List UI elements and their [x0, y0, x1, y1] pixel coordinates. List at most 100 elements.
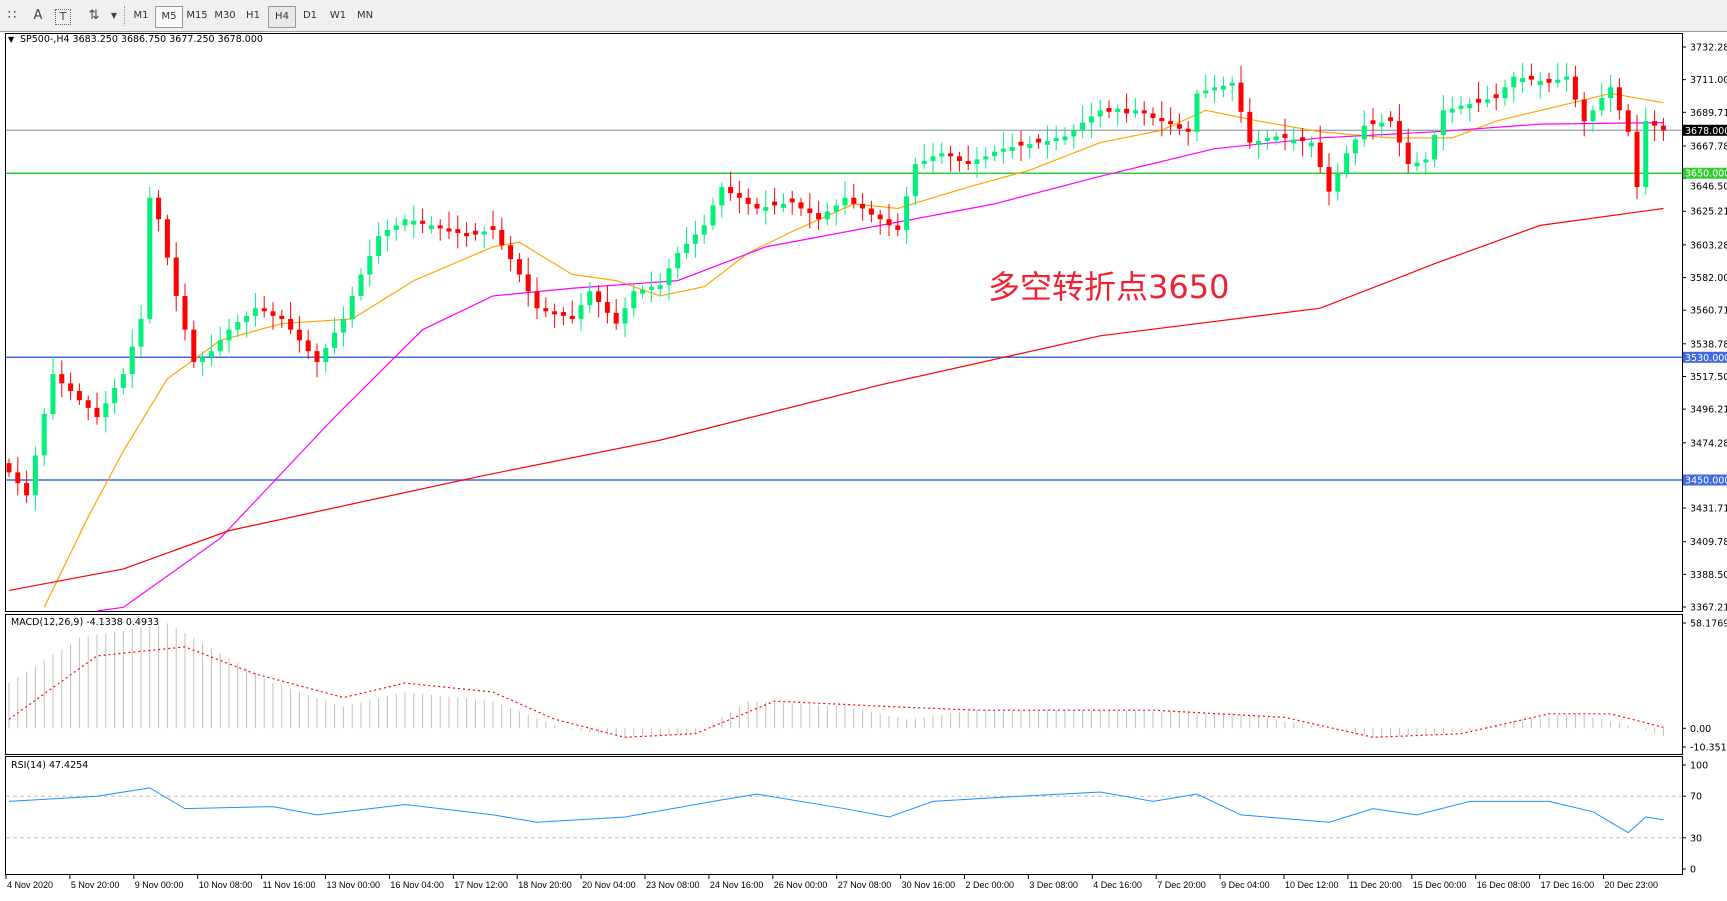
candle — [428, 216, 434, 234]
candle-body — [824, 211, 830, 220]
candle-body — [745, 197, 751, 204]
candle-body — [789, 198, 795, 203]
time-axis-label: 16 Nov 04:00 — [390, 880, 444, 890]
candle — [904, 187, 910, 244]
macd-label: MACD(12,26,9) -4.1338 0.4933 — [11, 617, 159, 628]
candle — [332, 317, 338, 355]
moving-average-fast — [43, 92, 1664, 608]
timeframe-m15[interactable]: M15 — [186, 10, 208, 21]
macd-panel-frame — [5, 614, 1683, 755]
time-axis-label: 9 Nov 00:00 — [135, 880, 184, 890]
candle — [314, 343, 320, 378]
candle — [1141, 101, 1147, 126]
candle — [50, 357, 56, 421]
candle — [772, 187, 778, 215]
candle — [956, 151, 962, 172]
candle-body — [384, 229, 390, 237]
candle — [543, 297, 549, 318]
candle-body — [543, 308, 549, 312]
toolbar-separator — [124, 6, 127, 26]
candle — [6, 458, 12, 477]
candle-body — [472, 230, 478, 235]
candle-body — [1000, 148, 1006, 152]
candle — [939, 142, 945, 165]
candle — [657, 272, 663, 297]
candle — [868, 200, 874, 223]
candle-body — [367, 256, 373, 275]
timeframe-d1[interactable]: D1 — [302, 10, 318, 21]
timeframe-w1[interactable]: W1 — [329, 10, 347, 21]
candle — [1660, 117, 1666, 142]
candle-body — [376, 236, 382, 257]
timeframe-m5[interactable]: M5 — [155, 6, 183, 28]
time-axis-label: 7 Dec 20:00 — [1157, 880, 1206, 890]
candle-body — [32, 455, 38, 496]
grid-icon[interactable]: ∷ — [7, 8, 17, 23]
chevron-down-icon[interactable]: ▼ — [110, 11, 118, 20]
timeframe-h4[interactable]: H4 — [268, 6, 296, 28]
collapse-triangle-icon[interactable]: ▼ — [8, 35, 15, 44]
candle — [1493, 83, 1499, 111]
arrows-icon[interactable]: ⇅ — [88, 8, 100, 23]
candle-body — [1361, 125, 1367, 140]
candle — [138, 305, 144, 356]
candle-body — [710, 205, 716, 226]
timeframe-m1[interactable]: M1 — [133, 10, 149, 21]
candle-body — [736, 193, 742, 198]
candle-body — [420, 220, 426, 224]
text-icon[interactable]: A — [33, 8, 43, 23]
candle-body — [1009, 147, 1015, 151]
candle — [1440, 94, 1446, 151]
candle — [763, 190, 769, 225]
candle — [728, 171, 734, 201]
rsi-panel-frame — [5, 756, 1683, 875]
candle — [305, 329, 311, 359]
main-panel-frame — [5, 33, 1683, 612]
candle — [1476, 81, 1482, 112]
candle — [525, 257, 531, 307]
candle-body — [164, 219, 170, 258]
macd-axis-label: 58.1769 — [1690, 619, 1727, 630]
candle — [1000, 131, 1006, 165]
candle-body — [1520, 78, 1526, 82]
candle-body — [1282, 134, 1288, 138]
candle-body — [1247, 111, 1253, 143]
candle — [1361, 110, 1367, 148]
chart-area[interactable]: 3732.285 3711.000 3689.715 3667.785 3646.500… — [0, 31, 1727, 901]
candle — [1379, 113, 1385, 138]
candle-body — [587, 291, 593, 306]
candle — [833, 199, 839, 226]
candle-body — [1203, 90, 1209, 94]
candle — [1467, 98, 1473, 122]
candle-body — [252, 308, 258, 316]
candle-body — [1080, 122, 1086, 131]
price-axis-label: 3732.285 — [1690, 43, 1727, 54]
candle — [270, 302, 276, 330]
candle-body — [912, 164, 918, 197]
candle-body — [684, 243, 690, 253]
candle — [1308, 136, 1314, 158]
candle — [393, 217, 399, 241]
timeframe-mn[interactable]: MN — [356, 10, 374, 21]
time-axis-label: 18 Nov 20:00 — [518, 880, 572, 890]
price-axis-label: 3538.785 — [1690, 339, 1727, 350]
candle — [85, 395, 91, 421]
candle-body — [217, 340, 223, 352]
candle-body — [59, 374, 65, 384]
candle-body — [1176, 124, 1182, 129]
candle — [1106, 100, 1112, 118]
price-axis-label: 3517.500 — [1690, 372, 1727, 383]
candle — [235, 314, 241, 338]
candle — [1124, 93, 1130, 123]
candle — [296, 315, 302, 353]
moving-average-mid — [96, 122, 1664, 612]
candle — [384, 219, 390, 252]
text-label-icon[interactable]: T — [55, 9, 71, 25]
candle — [288, 302, 294, 335]
candle — [1203, 75, 1209, 99]
timeframe-h1[interactable]: H1 — [246, 10, 260, 21]
timeframe-m30[interactable]: M30 — [214, 10, 236, 21]
candle-body — [798, 202, 804, 209]
candle-body — [1432, 134, 1438, 160]
candle — [1256, 130, 1262, 159]
